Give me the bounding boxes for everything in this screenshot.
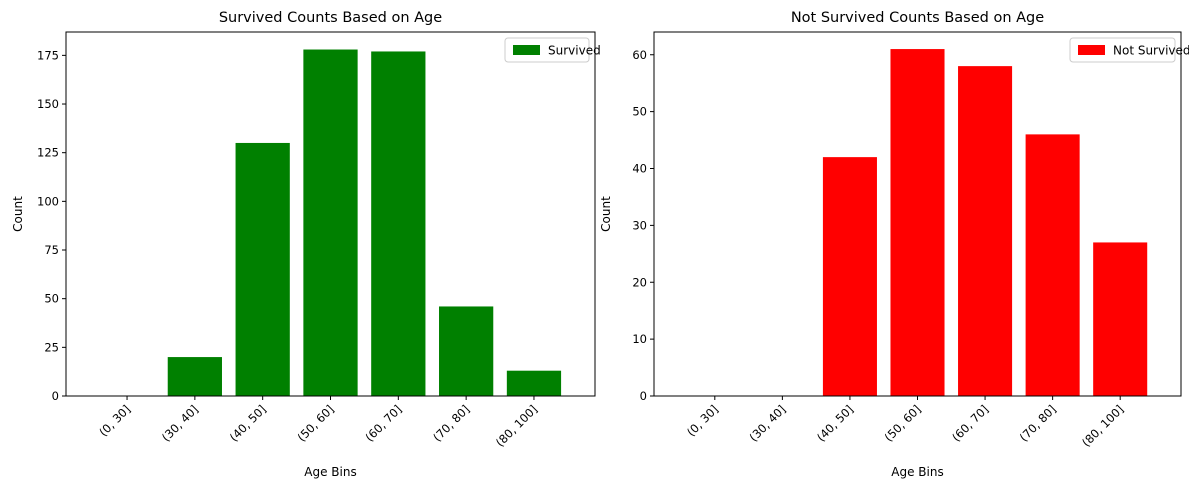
y-tick-label: 50 xyxy=(44,292,59,306)
bar-7 xyxy=(1093,242,1148,396)
legend-swatch xyxy=(513,45,540,55)
y-tick-label: 20 xyxy=(632,275,647,289)
bar-2 xyxy=(167,357,222,396)
x-tick-label: (0, 30] xyxy=(684,402,721,439)
x-tick-label: (50, 60] xyxy=(882,402,924,444)
legend-label: Survived xyxy=(548,44,601,58)
legend-box xyxy=(504,37,590,63)
chart-title: Not Survived Counts Based on Age xyxy=(791,10,1044,26)
y-tick-label: 30 xyxy=(632,218,647,232)
legend: Survived xyxy=(504,37,601,63)
y-axis-label: Count xyxy=(11,196,25,232)
x-tick-label: (80, 100] xyxy=(1079,402,1126,449)
x-tick-label: (30, 40] xyxy=(746,402,788,444)
chart-panel-2: Not Survived Counts Based on Age 0 10 20 30 4… xyxy=(599,10,1189,479)
y-axis-label: Count xyxy=(599,196,613,232)
legend: Not Survived xyxy=(1069,37,1189,63)
bar-7 xyxy=(506,370,562,396)
y-tick-label: 40 xyxy=(632,162,647,176)
x-tick-label: (60, 70] xyxy=(949,402,991,444)
y-tick-label: 175 xyxy=(37,48,59,62)
chart-panel-1: Survived Counts Based on Age 0 25 50 75 100 12… xyxy=(11,10,601,479)
x-tick-label: (40, 50] xyxy=(227,402,269,444)
bar-4 xyxy=(890,49,945,396)
x-tick-label: (80, 100] xyxy=(493,402,540,449)
y-tick-label: 0 xyxy=(52,389,59,403)
bar-3 xyxy=(235,142,290,396)
bar-6 xyxy=(1025,134,1080,396)
legend-swatch xyxy=(1078,45,1105,55)
y-tick-label: 75 xyxy=(44,243,59,257)
x-axis-label: Age Bins xyxy=(891,465,943,479)
y-tick-label: 10 xyxy=(632,332,647,346)
y-tick-label: 0 xyxy=(640,389,647,403)
x-tick-label: (0, 30] xyxy=(96,402,133,439)
bar-6 xyxy=(439,306,494,396)
x-tick-label: (70, 80] xyxy=(430,402,472,444)
x-axis-label: Age Bins xyxy=(304,465,356,479)
bar-5 xyxy=(958,66,1013,396)
y-tick-label: 125 xyxy=(37,146,59,160)
y-tick-label: 50 xyxy=(632,105,647,119)
chart-title: Survived Counts Based on Age xyxy=(219,10,442,26)
y-tick-label: 25 xyxy=(44,340,59,354)
y-tick-label: 60 xyxy=(632,48,647,62)
bar-3 xyxy=(822,157,877,396)
bar-5 xyxy=(371,51,426,396)
x-tick-label: (60, 70] xyxy=(362,402,404,444)
y-tick-label: 100 xyxy=(37,194,59,208)
legend-box xyxy=(1069,37,1176,63)
x-tick-label: (70, 80] xyxy=(1017,402,1059,444)
legend-label: Not Survived xyxy=(1113,44,1189,58)
y-tick-label: 150 xyxy=(37,97,59,111)
x-tick-label: (40, 50] xyxy=(814,402,856,444)
x-tick-label: (30, 40] xyxy=(159,402,201,444)
x-tick-label: (50, 60] xyxy=(295,402,337,444)
bar-4 xyxy=(303,49,358,397)
